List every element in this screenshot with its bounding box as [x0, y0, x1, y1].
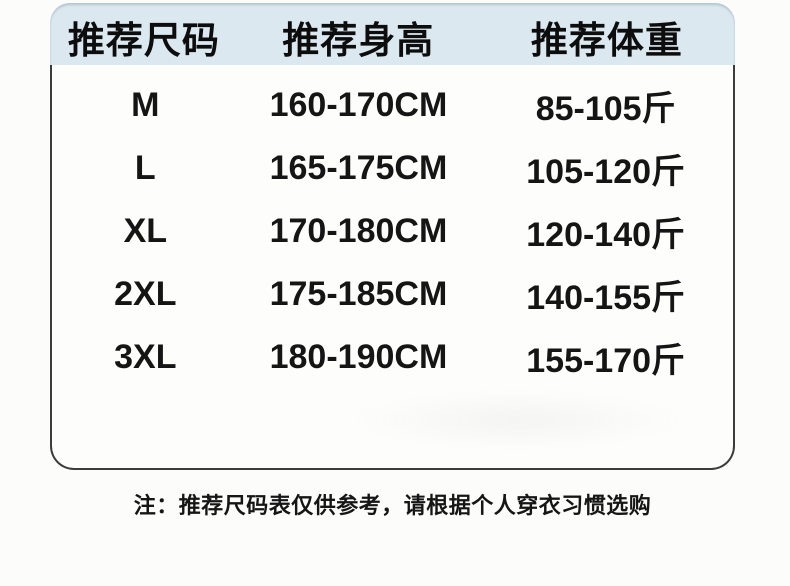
weight-cell: 155-170斤 — [526, 342, 686, 380]
weight-cell: 140-155斤 — [526, 279, 686, 317]
column-header-weight: 推荐体重 — [530, 20, 683, 61]
column-header-size: 推荐尺码 — [67, 20, 220, 61]
height-cell: 165-175CM — [269, 149, 448, 187]
size-cell: 3XL — [114, 338, 177, 376]
size-cell: M — [131, 86, 160, 124]
weight-cell: 120-140斤 — [526, 216, 686, 254]
height-cell: 175-185CM — [269, 275, 448, 313]
table-row: 3XL 180-190CM 155-170斤 — [52, 326, 733, 389]
table-row: XL 170-180CM 120-140斤 — [52, 200, 733, 263]
size-cell: L — [134, 149, 156, 187]
height-cell: 160-170CM — [269, 86, 448, 124]
table-body: M 160-170CM 85-105斤 L 165-175CM 105-120斤… — [50, 65, 735, 470]
size-cell: 2XL — [114, 275, 177, 313]
table-row: 2XL 175-185CM 140-155斤 — [52, 263, 733, 326]
weight-cell: 85-105斤 — [535, 90, 676, 128]
table-row: L 165-175CM 105-120斤 — [52, 137, 733, 200]
column-header-height: 推荐身高 — [282, 20, 435, 61]
footnote: 注：推荐尺码表仅供参考，请根据个人穿衣习惯选购 — [133, 493, 652, 518]
size-chart-table: 推荐尺码 推荐身高 推荐体重 M 160-170CM 85-105斤 L 165… — [50, 3, 735, 470]
table-row: M 160-170CM 85-105斤 — [52, 74, 733, 137]
size-cell: XL — [123, 212, 168, 250]
height-cell: 170-180CM — [269, 212, 448, 250]
table-header-row: 推荐尺码 推荐身高 推荐体重 — [50, 3, 735, 65]
weight-cell: 105-120斤 — [526, 153, 686, 191]
watermark — [352, 390, 682, 450]
height-cell: 180-190CM — [269, 338, 448, 376]
